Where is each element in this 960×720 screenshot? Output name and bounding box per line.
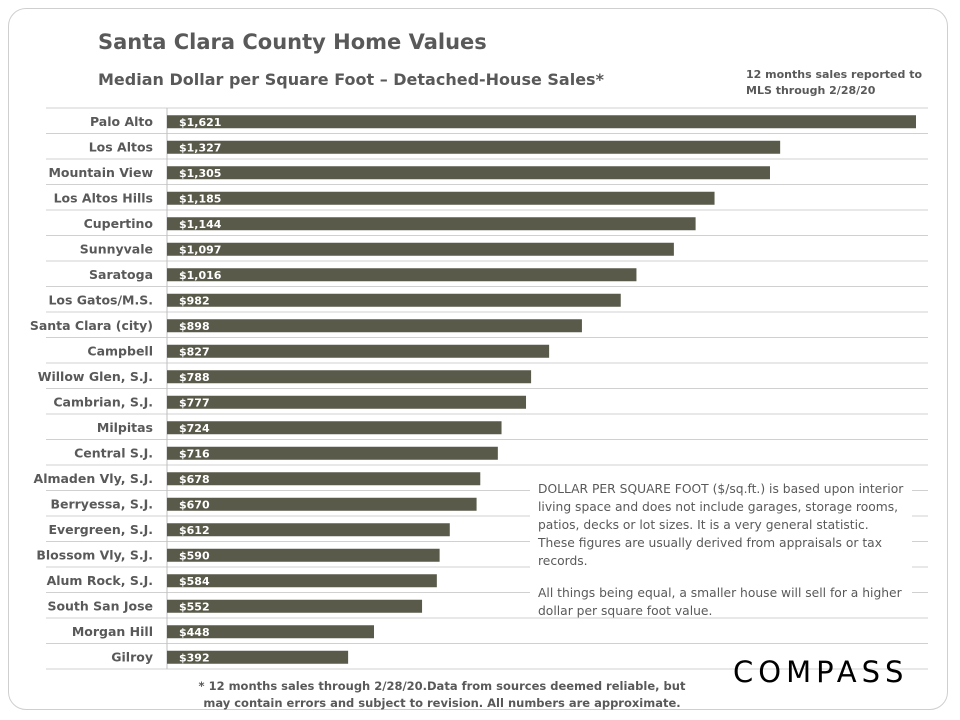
bar xyxy=(167,140,781,154)
compass-logo: COMPASS xyxy=(733,655,909,689)
bar xyxy=(167,166,770,180)
category-label: Milpitas xyxy=(97,420,153,435)
bar xyxy=(167,115,916,129)
category-label: Berryessa, S.J. xyxy=(50,496,153,511)
bar-data-label: $678 xyxy=(179,473,210,486)
bar-data-label: $448 xyxy=(179,626,210,639)
category-label: Blossom Vly, S.J. xyxy=(36,547,153,562)
bar-data-label: $788 xyxy=(179,371,210,384)
bar xyxy=(167,446,498,460)
bar-data-label: $716 xyxy=(179,447,210,460)
footnote-line-1: * 12 months sales through 2/28/20.Data f… xyxy=(198,679,686,693)
bar-data-label: $724 xyxy=(179,422,210,435)
bar-data-label: $584 xyxy=(179,575,210,588)
category-label: Cambrian, S.J. xyxy=(53,394,153,409)
bar-data-label: $1,185 xyxy=(179,192,221,205)
category-label: Santa Clara (city) xyxy=(30,318,153,333)
bar-data-label: $982 xyxy=(179,294,210,307)
bar-data-label: $670 xyxy=(179,498,210,511)
chart-title: Santa Clara County Home Values xyxy=(98,30,487,54)
bar xyxy=(167,497,477,511)
footnote: * 12 months sales through 2/28/20.Data f… xyxy=(150,678,734,712)
bar xyxy=(167,217,696,231)
bar xyxy=(167,523,450,537)
category-label: Sunnyvale xyxy=(80,241,153,256)
bar-data-label: $590 xyxy=(179,549,210,562)
bar xyxy=(167,421,502,435)
info-paragraph-2: All things being equal, a smaller house … xyxy=(538,586,902,618)
category-label: Willow Glen, S.J. xyxy=(38,369,153,384)
info-box: DOLLAR PER SQUARE FOOT ($/sq.ft.) is bas… xyxy=(530,468,912,618)
bar xyxy=(167,268,637,282)
date-note-line-1: 12 months sales reported to xyxy=(746,68,923,81)
category-label: Los Altos Hills xyxy=(54,190,153,205)
category-label: Evergreen, S.J. xyxy=(48,522,153,537)
bar xyxy=(167,650,349,664)
category-label: Saratoga xyxy=(89,267,153,282)
bar-data-label: $1,305 xyxy=(179,167,221,180)
bar xyxy=(167,242,674,256)
bar-data-label: $1,621 xyxy=(179,116,221,129)
bar xyxy=(167,548,440,562)
bar-data-label: $1,144 xyxy=(179,218,222,231)
category-label: Los Altos xyxy=(89,139,153,154)
bar xyxy=(167,191,715,205)
bar xyxy=(167,319,582,333)
category-label: Morgan Hill xyxy=(72,624,153,639)
bar-data-label: $392 xyxy=(179,651,210,664)
bar-data-label: $1,016 xyxy=(179,269,222,282)
footnote-line-2: may contain errors and subject to revisi… xyxy=(203,696,681,710)
bar-data-label: $777 xyxy=(179,396,210,409)
bar-data-label: $1,327 xyxy=(179,141,221,154)
category-label: Almaden Vly, S.J. xyxy=(34,471,153,486)
category-label: Central S.J. xyxy=(74,445,153,460)
chart-subtitle: Median Dollar per Square Foot – Detached… xyxy=(98,70,604,89)
info-paragraph-1: DOLLAR PER SQUARE FOOT ($/sq.ft.) is bas… xyxy=(538,482,904,568)
bar xyxy=(167,574,437,588)
category-label: South San Jose xyxy=(47,598,153,613)
category-label: Gilroy xyxy=(111,649,153,664)
category-label: Cupertino xyxy=(84,216,154,231)
category-label: Los Gatos/M.S. xyxy=(48,292,153,307)
bar xyxy=(167,472,481,486)
bar xyxy=(167,395,527,409)
date-note-line-2: MLS through 2/28/20 xyxy=(746,84,876,97)
bar xyxy=(167,599,423,613)
bar xyxy=(167,370,532,384)
category-label: Mountain View xyxy=(48,165,153,180)
category-label: Alum Rock, S.J. xyxy=(47,573,153,588)
bar-data-label: $1,097 xyxy=(179,243,221,256)
bar-data-label: $898 xyxy=(179,320,210,333)
bar xyxy=(167,293,621,307)
bar-data-label: $552 xyxy=(179,600,210,613)
bar xyxy=(167,625,375,639)
category-label: Campbell xyxy=(87,343,153,358)
bar xyxy=(167,344,550,358)
bar-data-label: $612 xyxy=(179,524,210,537)
category-label: Palo Alto xyxy=(90,114,153,129)
bar-data-label: $827 xyxy=(179,345,210,358)
date-note: 12 months sales reported to MLS through … xyxy=(746,67,936,99)
